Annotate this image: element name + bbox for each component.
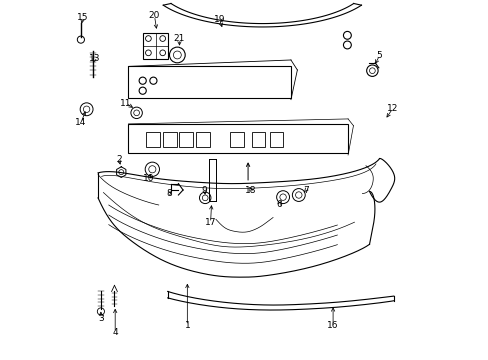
FancyBboxPatch shape	[142, 33, 168, 59]
Text: 7: 7	[303, 185, 308, 194]
Text: 20: 20	[148, 11, 160, 20]
Text: 5: 5	[376, 51, 382, 60]
Text: 11: 11	[120, 99, 131, 108]
FancyBboxPatch shape	[146, 132, 160, 147]
Text: 6: 6	[276, 200, 282, 209]
FancyBboxPatch shape	[163, 132, 176, 147]
Text: 1: 1	[184, 321, 190, 330]
FancyBboxPatch shape	[269, 132, 283, 147]
Text: 4: 4	[112, 328, 118, 337]
Text: 13: 13	[88, 54, 100, 63]
Text: 16: 16	[326, 321, 338, 330]
FancyBboxPatch shape	[230, 132, 244, 147]
Text: 19: 19	[213, 15, 225, 24]
Text: 2: 2	[116, 155, 122, 164]
FancyBboxPatch shape	[128, 66, 290, 98]
Text: 21: 21	[173, 35, 185, 44]
FancyBboxPatch shape	[251, 132, 264, 147]
Text: 18: 18	[244, 185, 256, 194]
FancyBboxPatch shape	[179, 132, 193, 147]
FancyBboxPatch shape	[128, 124, 347, 153]
Text: 9: 9	[201, 185, 207, 194]
Text: 10: 10	[142, 174, 154, 183]
Text: 8: 8	[165, 189, 171, 198]
Text: 3: 3	[98, 314, 103, 323]
Text: 14: 14	[75, 118, 86, 127]
Text: 12: 12	[386, 104, 398, 113]
FancyBboxPatch shape	[196, 132, 209, 147]
Text: 17: 17	[204, 219, 216, 228]
Text: 15: 15	[77, 13, 89, 22]
